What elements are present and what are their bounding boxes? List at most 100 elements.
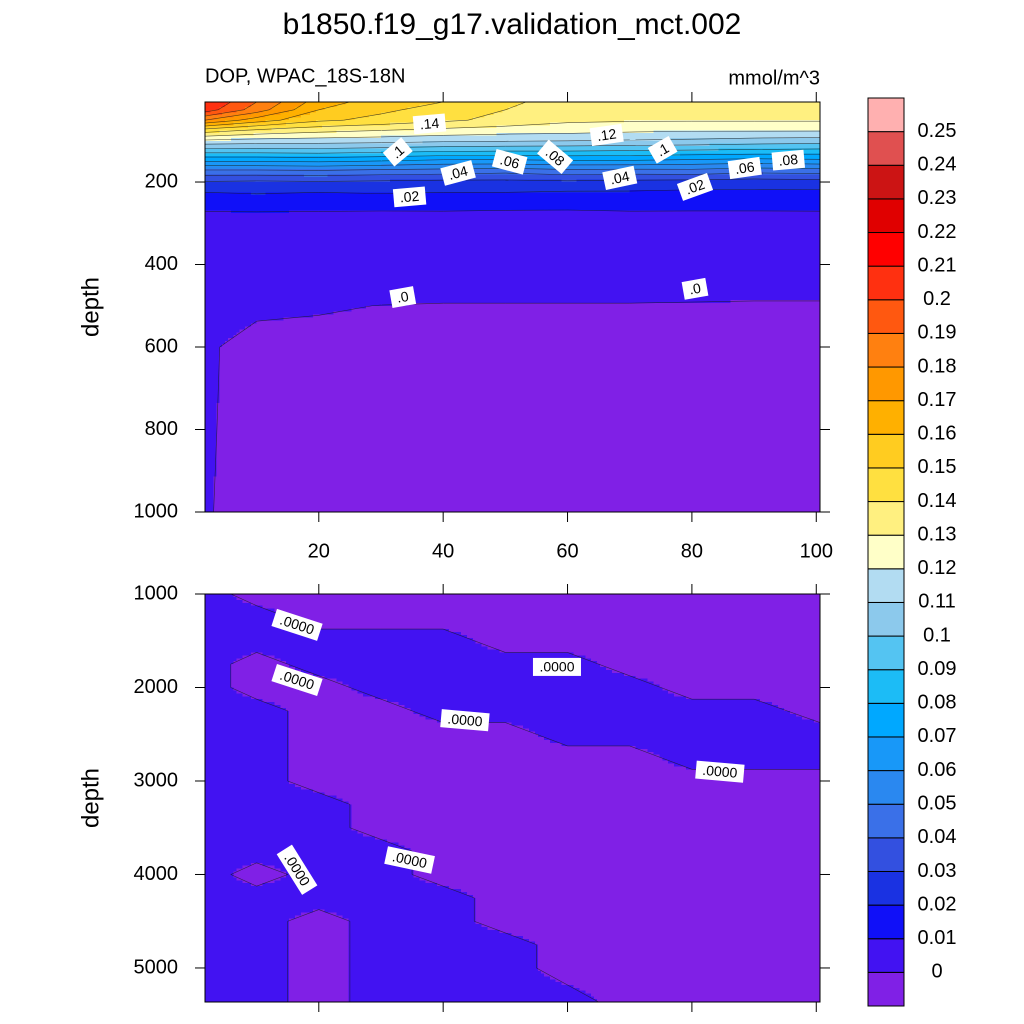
contour-fill [567, 414, 631, 419]
contour-fill [380, 731, 444, 735]
contour-fill [289, 772, 320, 776]
contour-fill [629, 640, 693, 645]
contour-fill [443, 684, 506, 689]
contour-fill [629, 426, 693, 431]
contour-fill [754, 148, 820, 152]
contour-fill [754, 973, 820, 978]
contour-fill [256, 391, 320, 395]
contour-fill [380, 924, 444, 928]
contour-line [505, 190, 568, 193]
colorbar-label: 0.12 [918, 557, 957, 579]
contour-fill [691, 229, 755, 233]
contour-fill [256, 599, 320, 604]
contour-fill [481, 643, 506, 648]
contour-fill [691, 161, 755, 165]
contour-fill [567, 249, 631, 254]
contour-fill [318, 145, 382, 150]
contour-fill [443, 874, 506, 878]
contour-fill [205, 915, 258, 919]
contour-fill [443, 473, 506, 478]
contour-fill [318, 792, 326, 797]
contour-fill [505, 897, 569, 902]
contour-fill [505, 970, 542, 975]
contour-fill [567, 273, 631, 277]
contour-fill [567, 634, 631, 639]
contour-fill [443, 851, 506, 855]
contour-fill [443, 461, 506, 466]
contour-fill [256, 827, 320, 832]
colorbar-label: 0.03 [918, 860, 957, 882]
contour-fill [318, 240, 382, 245]
contour-fill [443, 634, 468, 639]
contour-fill [691, 965, 755, 969]
contour-fill [380, 400, 444, 404]
contour-fill [324, 675, 382, 680]
contour-fill [505, 182, 569, 186]
contour-fill [205, 397, 220, 401]
contour-fill [205, 464, 218, 469]
contour-fill [256, 760, 290, 765]
contour-fill [567, 956, 631, 960]
contour-fill [222, 112, 252, 116]
contour-fill [505, 117, 569, 121]
contour-fill [318, 255, 382, 260]
contour-fill [318, 200, 382, 204]
colorbar-label: 0.02 [918, 893, 957, 915]
contour-fill [283, 317, 320, 322]
contour-label-box [589, 123, 624, 147]
colorbar-label: 0.13 [918, 523, 957, 545]
contour-fill [691, 745, 755, 750]
contour-fill [318, 402, 382, 407]
contour-fill [318, 699, 382, 703]
contour-line [205, 133, 257, 137]
contour-fill [443, 629, 450, 633]
contour-line [691, 149, 755, 151]
contour-fill [205, 166, 258, 170]
contour-fill [754, 745, 820, 750]
contour-fill [691, 877, 755, 881]
contour-fill [754, 816, 820, 820]
contour-fill [443, 156, 506, 160]
contour-fill [443, 229, 506, 233]
contour-fill [219, 349, 258, 354]
contour-fill [380, 792, 444, 797]
contour-fill [567, 291, 631, 295]
contour-fill [754, 664, 820, 668]
contour-fill [691, 174, 755, 178]
contour-fill [629, 370, 693, 375]
contour-fill [567, 783, 631, 788]
contour-fill [289, 713, 320, 718]
contour-fill [205, 347, 220, 351]
contour-fill [754, 317, 820, 322]
contour-fill [443, 252, 506, 257]
contour-fill [318, 734, 382, 738]
contour-fill [205, 102, 229, 106]
contour-fill [629, 596, 693, 601]
contour-fill [567, 921, 631, 925]
contour-line [567, 984, 599, 1002]
contour-fill [629, 470, 693, 475]
contour-fill [629, 397, 693, 401]
contour-fill [205, 973, 258, 978]
contour-fill [754, 987, 820, 992]
contour-fill [443, 102, 506, 106]
contour-fill [286, 707, 320, 712]
contour-fill [691, 388, 755, 392]
contour-fill [318, 804, 352, 808]
contour-fill [216, 456, 258, 460]
contour-fill [443, 929, 501, 934]
contour-fill [318, 441, 382, 445]
contour-fill [256, 921, 290, 925]
contour-fill [318, 859, 382, 864]
contour-fill [629, 824, 693, 829]
contour-fill [754, 874, 820, 878]
contour-fill [225, 104, 252, 108]
contour-fill [691, 420, 755, 425]
contour-fill [629, 194, 693, 199]
contour-fill [348, 967, 382, 972]
contour-fill [256, 112, 281, 116]
contour-fill [380, 476, 444, 481]
contour-fill [691, 970, 755, 975]
contour-fill [505, 133, 569, 137]
contour-fill [754, 702, 773, 706]
